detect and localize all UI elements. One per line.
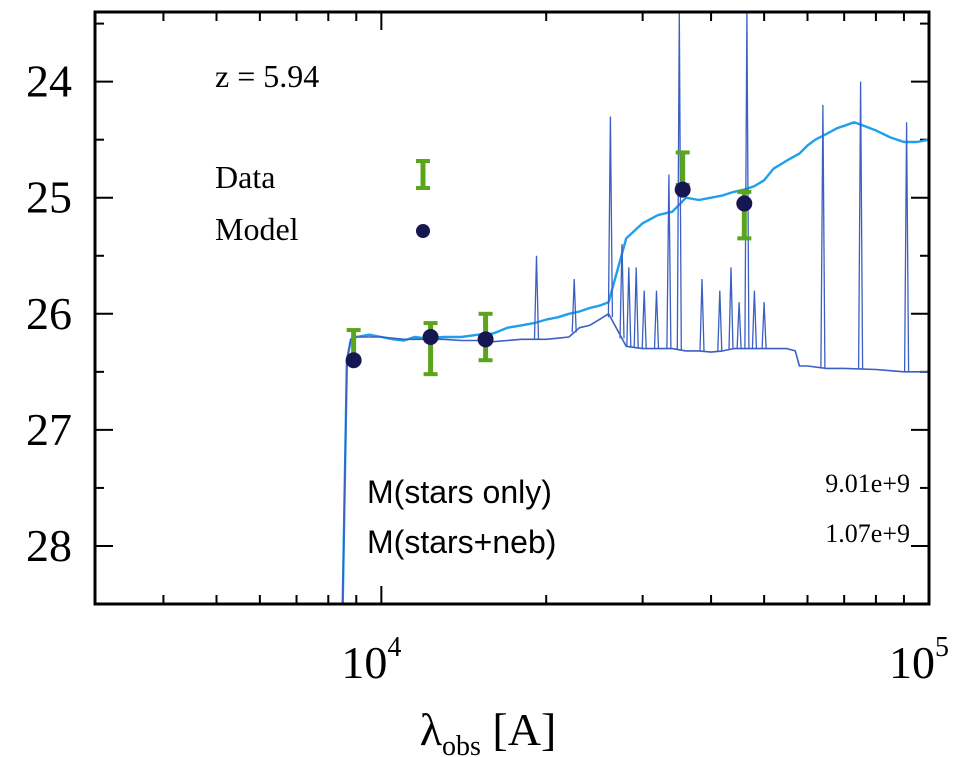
emission-line <box>744 12 750 349</box>
legend-markers <box>416 159 430 238</box>
emission-line <box>607 116 614 318</box>
emission-lines <box>533 12 910 372</box>
model-point <box>345 352 362 369</box>
x-tick-labels: 104 105 <box>341 632 949 688</box>
emission-line <box>533 255 540 340</box>
y-tick-labels: 24 25 26 27 28 <box>26 56 72 571</box>
series-line-stars-neb <box>341 312 929 604</box>
x-tick-label: 105 <box>889 632 949 688</box>
emission-line <box>676 12 682 350</box>
emission-line <box>666 174 672 349</box>
x-axis-symbol: λ <box>420 704 443 755</box>
y-tick-label: 28 <box>26 520 72 571</box>
model-point <box>736 195 753 212</box>
emission-line <box>717 290 723 352</box>
x-axis-subscript: obs <box>442 731 481 757</box>
mass-stars-label: M(stars only) <box>367 474 552 510</box>
emission-line <box>626 267 632 347</box>
x-tick-base: 10 <box>889 637 935 688</box>
emission-line <box>751 290 758 349</box>
model-point <box>422 329 439 346</box>
emission-line <box>633 267 639 348</box>
emission-line <box>857 81 864 370</box>
x-tick-label: 104 <box>341 632 401 688</box>
mass-neb-value: 1.07e+9 <box>825 519 910 548</box>
axis-ticks <box>94 12 930 605</box>
mass-neb-label: M(stars+neb) <box>367 524 556 560</box>
emission-line <box>653 290 660 349</box>
x-tick-exponent: 5 <box>935 632 949 663</box>
series-line-stars-only <box>341 121 929 604</box>
emission-line <box>903 122 910 372</box>
emission-line <box>820 104 826 368</box>
x-tick-base: 10 <box>341 637 387 688</box>
photometry-points <box>345 150 753 377</box>
x-axis-unit: [A] <box>481 704 556 755</box>
legend-model-marker <box>416 224 430 238</box>
emission-line <box>736 302 742 349</box>
model-point <box>674 181 691 198</box>
x-tick-exponent: 4 <box>387 632 401 663</box>
emission-line <box>699 278 705 352</box>
spectra-lines <box>341 121 929 604</box>
y-tick-label: 25 <box>26 172 72 223</box>
redshift-label: z = 5.94 <box>215 58 319 94</box>
emission-line <box>619 244 625 339</box>
emission-line <box>728 267 734 350</box>
legend-model-label: Model <box>215 211 299 247</box>
emission-line <box>641 290 647 349</box>
y-tick-label: 24 <box>26 56 72 107</box>
y-tick-label: 27 <box>26 404 72 455</box>
plot-frame <box>93 10 931 606</box>
mass-stars-value: 9.01e+9 <box>825 469 910 498</box>
legend-data-label: Data <box>215 159 275 195</box>
emission-line <box>761 302 767 349</box>
x-axis-title: λobs [A] <box>420 704 557 757</box>
emission-line <box>571 278 577 333</box>
y-tick-label: 26 <box>26 288 72 339</box>
model-point <box>477 331 494 348</box>
